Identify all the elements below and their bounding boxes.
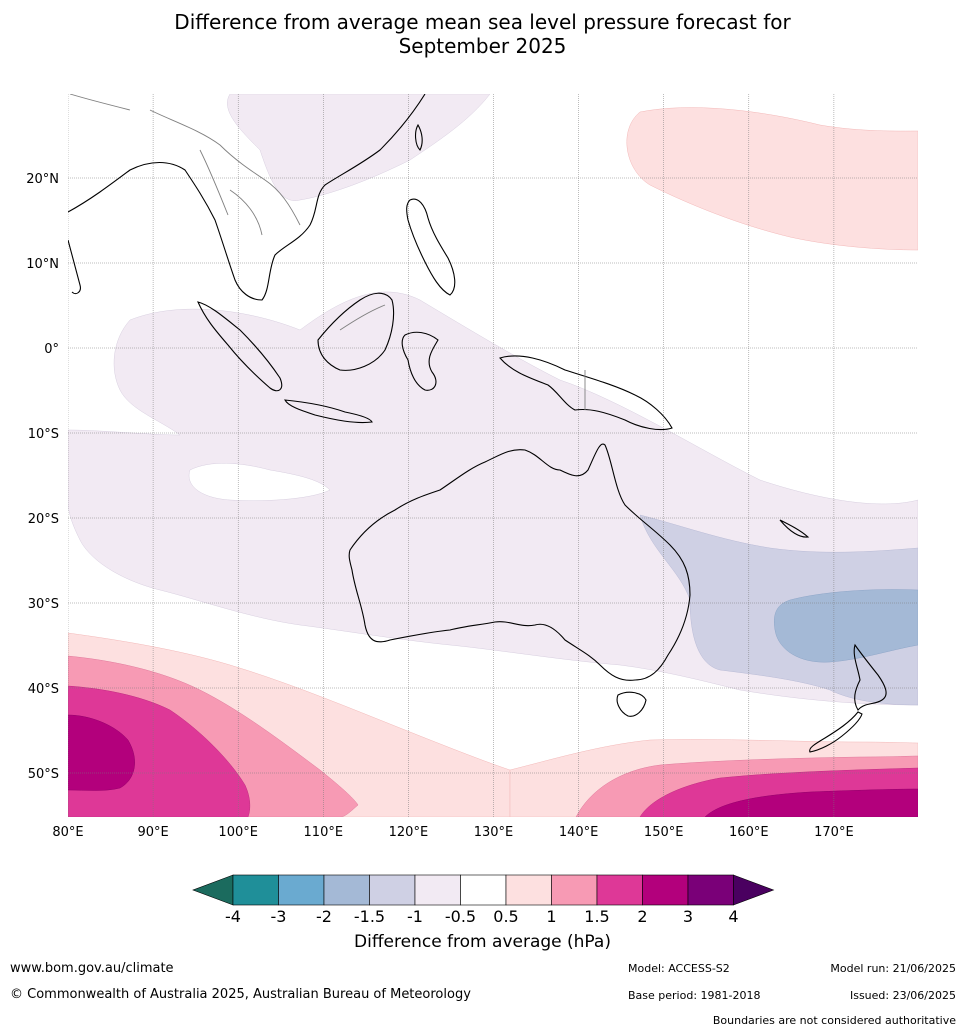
map-title: Difference from average mean sea level p… (0, 10, 965, 58)
anomaly-fields (68, 94, 918, 817)
forecast-map: 20°N 10°N 0° 10°S 20°S 30°S 40°S 50°S 80°E 90°E 1… (26, 94, 918, 926)
longitude-label: 80°E (52, 825, 83, 840)
anomaly-region-south-east-2 (704, 788, 918, 817)
colorbar-swatch (278, 874, 325, 906)
asia-mainland-coast (68, 94, 426, 301)
latitude-label: 50°S (28, 767, 59, 782)
colorbar-tick-label: -4 (225, 907, 241, 926)
colorbar-tick-label: -1.5 (354, 907, 385, 926)
colorbar-tick-label: 3 (683, 907, 693, 926)
borneo-coast (317, 292, 395, 371)
colorbar-swatch (414, 874, 461, 906)
colorbar-tick-label: 0.5 (493, 907, 518, 926)
taiwan-coast (415, 123, 423, 151)
anomaly-region-minus-2 (774, 589, 918, 663)
footer-base-period: Base period: 1981-2018 (628, 989, 761, 1002)
australia-coast (348, 443, 691, 681)
philippines-coast (406, 198, 456, 296)
colorbar: -4 -3 -2 -1.5 -1 -0.5 0.5 1 1.5 2 3 4 (192, 874, 775, 926)
longitude-label: 90°E (137, 825, 168, 840)
colorbar-tick-label: 1.5 (584, 907, 609, 926)
colorbar-swatch (232, 874, 279, 906)
latitude-labels: 20°N 10°N 0° 10°S 20°S 30°S 40°S 50°S (26, 172, 59, 782)
latitude-label: 20°S (28, 512, 59, 527)
colorbar-tick-label: 2 (637, 907, 647, 926)
anomaly-gap-indian-ocean (188, 463, 331, 501)
colorbar-tick-label: -2 (316, 907, 332, 926)
colorbar-tick-label: -0.5 (445, 907, 476, 926)
anomaly-region-north-lavender (227, 94, 491, 201)
border-mainland-se-asia (69, 94, 301, 236)
latitude-label: 0° (44, 342, 59, 357)
latitude-label: 20°N (26, 172, 59, 187)
footer-model-run: Model run: 21/06/2025 (830, 962, 956, 975)
colorbar-tick-label: -1 (407, 907, 423, 926)
longitude-label: 100°E (218, 825, 258, 840)
colorbar-swatch (323, 874, 370, 906)
longitude-label: 170°E (814, 825, 854, 840)
colorbar-swatch (369, 874, 416, 906)
colorbar-tick-label: -3 (271, 907, 287, 926)
title-line-1: Difference from average mean sea level p… (174, 10, 791, 34)
colorbar-swatch (460, 874, 507, 906)
sulawesi-coast (401, 331, 439, 391)
new-guinea-coast (499, 355, 673, 431)
anomaly-region-north-pacific-pink (626, 107, 918, 251)
colorbar-tick-label: 1 (546, 907, 556, 926)
longitude-label: 160°E (729, 825, 769, 840)
colorbar-tick-label: 4 (728, 907, 738, 926)
longitude-label: 120°E (389, 825, 429, 840)
colorbar-extend-high (733, 874, 775, 906)
java-coast (284, 399, 373, 424)
colorbar-swatch (642, 874, 689, 906)
footer-model: Model: ACCESS-S2 (628, 962, 730, 975)
latitude-label: 30°S (28, 597, 59, 612)
anomaly-region-south-west-2 (68, 714, 135, 791)
colorbar-swatch (505, 874, 552, 906)
colorbar-extend-low (192, 874, 234, 906)
footer-boundaries-note: Boundaries are not considered authoritat… (712, 1014, 956, 1027)
country-borders (69, 94, 586, 410)
tasmania-coast (616, 691, 647, 717)
longitude-label: 150°E (644, 825, 684, 840)
longitude-label: 130°E (474, 825, 514, 840)
latitude-label: 10°N (26, 257, 59, 272)
title-line-2: September 2025 (398, 34, 567, 58)
longitude-label: 110°E (304, 825, 344, 840)
longitude-labels: 80°E 90°E 100°E 110°E 120°E 130°E 140°E 150°E 16… (52, 825, 853, 840)
border-borneo (339, 304, 386, 331)
india-coast (68, 239, 81, 295)
longitude-label: 140°E (559, 825, 599, 840)
sumatra-coast (197, 301, 283, 392)
latitude-label: 10°S (28, 427, 59, 442)
colorbar-label: Difference from average (hPa) (354, 932, 611, 952)
footer-url[interactable]: www.bom.gov.au/climate (10, 961, 174, 976)
new-caledonia-coast (779, 519, 810, 538)
footer-copyright: © Commonwealth of Australia 2025, Austra… (10, 987, 471, 1002)
coastlines (68, 94, 887, 753)
new-zealand-south-coast (809, 711, 863, 753)
colorbar-swatch (551, 874, 598, 906)
new-zealand-north-coast (853, 643, 887, 711)
colorbar-swatch (596, 874, 643, 906)
colorbar-swatch (687, 874, 734, 906)
latitude-label: 40°S (28, 682, 59, 697)
footer-issued: Issued: 23/06/2025 (849, 989, 956, 1002)
graticule (68, 94, 918, 817)
